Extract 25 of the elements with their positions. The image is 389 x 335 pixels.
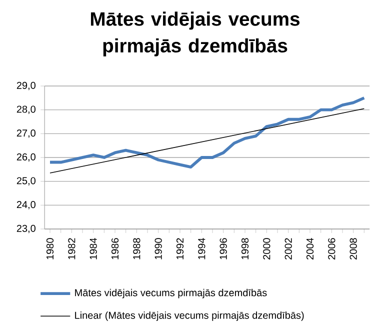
y-tick-label: 27,0 xyxy=(16,130,36,138)
x-tick-label: 1994 xyxy=(198,238,206,260)
x-tick-label: 1988 xyxy=(133,238,140,260)
x-tick-label: 1996 xyxy=(220,238,227,260)
x-tick-label: 1982 xyxy=(68,238,76,260)
y-tick-label: 23,0 xyxy=(16,224,36,234)
legend-label: Mātes vidējais vecums pirmajās dzemdībās xyxy=(75,288,267,298)
x-tick-label: 1992 xyxy=(176,238,184,260)
x-tick-label: 1990 xyxy=(154,238,162,260)
y-tick-label: 29,0 xyxy=(16,82,36,90)
x-tick-label: 2004 xyxy=(306,238,314,260)
x-tick-label: 2006 xyxy=(328,238,336,260)
x-tick-label: 2000 xyxy=(263,238,270,260)
x-tick-label: 2002 xyxy=(284,238,292,260)
x-tick-label: 1986 xyxy=(111,238,119,260)
x-tick-label: 1998 xyxy=(241,238,249,260)
legend-label: Linear (Mātes vidējais vecums pirmajās dzemdībās) xyxy=(75,312,304,321)
chart-title: Mātes vidējais vecums pirmajās dzemdībās xyxy=(90,12,300,56)
y-tick-label: 25,0 xyxy=(16,177,36,186)
x-tick-label: 1984 xyxy=(90,238,97,260)
y-tick-label: 24,0 xyxy=(16,201,36,210)
y-tick-label: 28,0 xyxy=(16,106,36,114)
x-tick-label: 1980 xyxy=(46,238,54,260)
x-tick-label: 2008 xyxy=(350,238,357,260)
y-tick-label: 26,0 xyxy=(16,153,36,162)
